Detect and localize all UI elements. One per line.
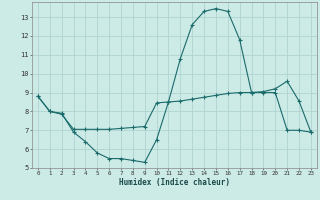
X-axis label: Humidex (Indice chaleur): Humidex (Indice chaleur) [119,178,230,187]
